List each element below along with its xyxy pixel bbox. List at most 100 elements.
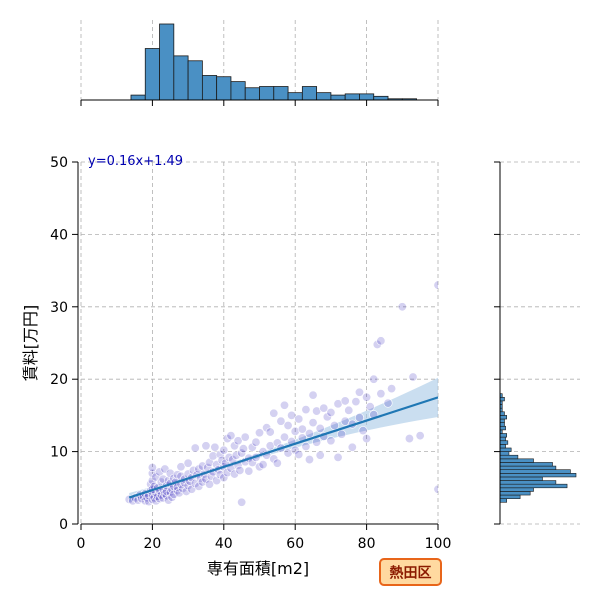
scatter-point [176, 462, 186, 472]
scatter-point [231, 450, 241, 460]
district-badge: 熱田区 [379, 558, 442, 586]
scatter-point [190, 443, 200, 453]
right-histogram-bar [499, 415, 508, 420]
y-tick-label: 0 [59, 517, 68, 533]
scatter-point [247, 442, 257, 452]
scatter-point [301, 442, 311, 452]
scatter-point [308, 418, 318, 428]
top-histogram-bar [344, 93, 360, 101]
scatter-point [276, 416, 286, 426]
right-histogram-bar [499, 469, 571, 474]
scatter-point [147, 463, 157, 473]
top-histogram-bar [173, 55, 189, 101]
scatter-point [387, 384, 397, 394]
scatter-point [219, 473, 229, 483]
scatter-point [212, 476, 222, 486]
top-histogram-bar [273, 86, 289, 101]
x-axis-title: 専有面積[m2] [207, 559, 309, 578]
scatter-point [244, 466, 254, 476]
right-histogram-bar [499, 425, 506, 431]
scatter-point [265, 441, 275, 451]
right-histogram-bar [499, 451, 510, 456]
right-histogram-bar [499, 498, 508, 503]
right-histogram-bar [499, 444, 506, 449]
tick-labels: 0 20 40 60 80 100 0 10 20 30 40 50 [50, 155, 451, 552]
x-tick-label: 60 [286, 536, 304, 552]
regression-line-layer [128, 396, 439, 499]
y-tick-label: 50 [50, 155, 68, 171]
scatter-point [165, 468, 175, 478]
right-histogram [499, 393, 577, 503]
top-histogram [130, 23, 417, 101]
scatter-point [272, 458, 282, 468]
top-histogram-bar [130, 94, 146, 101]
scatter-point [147, 476, 157, 486]
scatter-point [251, 437, 261, 447]
x-tick-label: 0 [77, 536, 86, 552]
scatter-point [169, 489, 179, 499]
scatter-point [358, 426, 368, 436]
scatter-point [376, 336, 386, 346]
scatter-point [208, 451, 218, 461]
scatter-point [312, 406, 322, 416]
right-histogram-bar [499, 487, 534, 492]
scatter-point [365, 402, 375, 412]
scatter-point [397, 302, 407, 312]
scatter-point [215, 470, 225, 480]
top-histogram-bar [359, 93, 375, 101]
scatter-point [329, 421, 339, 431]
right-histogram-bar [499, 396, 505, 402]
scatter-point [283, 421, 293, 431]
scatter-point [383, 398, 393, 408]
scatter-point [162, 486, 172, 496]
top-histogram-bar [201, 75, 218, 101]
scatter-point [133, 495, 143, 505]
scatter-point [404, 434, 414, 444]
top-histogram-bar [244, 87, 260, 101]
right-histogram-bar [499, 440, 509, 445]
scatter-point [183, 458, 193, 468]
scatter-point [326, 408, 336, 418]
scatter-point [238, 444, 248, 454]
scatter-point [333, 452, 343, 462]
top-histogram-bar [144, 48, 160, 101]
y-tick-label: 20 [50, 372, 68, 388]
x-tick-label: 100 [425, 536, 452, 552]
y-tick-label: 30 [50, 300, 68, 316]
scatter-point [315, 423, 325, 433]
scatter-point [301, 405, 311, 415]
scatter-point [312, 437, 322, 447]
y-tick-label: 40 [50, 227, 68, 243]
right-histogram-bar [499, 462, 553, 467]
confidence-band [129, 377, 438, 503]
scatter-point [210, 442, 220, 452]
scatter-point [240, 432, 250, 442]
right-histogram-bar [499, 454, 519, 460]
regression-line [128, 396, 439, 499]
scatter-point [255, 428, 265, 438]
scatter-point [294, 414, 304, 424]
scatter-point [226, 431, 236, 441]
scatter-point [172, 470, 182, 480]
right-histogram-bar [499, 458, 534, 463]
right-histogram-bar [499, 433, 508, 438]
right-histogram-bar [499, 465, 557, 470]
x-tick-label: 20 [143, 536, 161, 552]
top-histogram-bar [301, 86, 318, 101]
scatter-point [155, 467, 165, 477]
top-histogram-bar [187, 60, 203, 101]
top-histogram-bar [373, 95, 389, 101]
scatter-point [362, 434, 372, 444]
district-badge-label: 熱田区 [390, 565, 432, 582]
scatter-point [347, 442, 357, 452]
scatter-point [408, 372, 418, 382]
top-histogram-bar [287, 92, 303, 101]
top-histogram-bar [159, 23, 175, 101]
district-badge-box [379, 558, 442, 586]
scatter-point [351, 397, 361, 407]
scatter-point [369, 374, 379, 384]
right-histogram-bar [499, 476, 543, 481]
scatter-point [233, 436, 243, 446]
right-histogram-bar [499, 411, 505, 416]
